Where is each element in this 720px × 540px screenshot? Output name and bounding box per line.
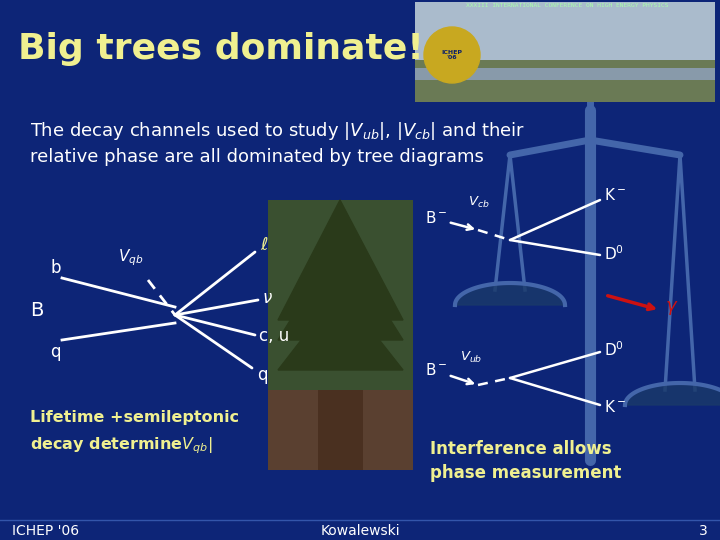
Text: XXXIII INTERNATIONAL CONFERENCE ON HIGH ENERGY PHYSICS: XXXIII INTERNATIONAL CONFERENCE ON HIGH … [466, 3, 668, 8]
FancyBboxPatch shape [268, 200, 413, 390]
Text: B: B [30, 300, 43, 320]
Polygon shape [278, 240, 403, 340]
Text: Kowalewski: Kowalewski [320, 524, 400, 538]
FancyBboxPatch shape [415, 2, 715, 102]
Text: ICHEP
'06: ICHEP '06 [441, 50, 462, 60]
Text: B$^-$: B$^-$ [425, 362, 448, 378]
Text: K$^-$: K$^-$ [604, 399, 626, 415]
Text: ICHEP '06: ICHEP '06 [12, 524, 79, 538]
Text: q: q [50, 343, 60, 361]
Text: B$^-$: B$^-$ [425, 210, 448, 226]
Text: $\gamma$: $\gamma$ [665, 299, 678, 317]
Text: 3: 3 [699, 524, 708, 538]
FancyBboxPatch shape [415, 60, 715, 102]
Polygon shape [278, 290, 403, 370]
Polygon shape [455, 283, 565, 305]
Text: Lifetime +semileptonic: Lifetime +semileptonic [30, 410, 239, 425]
FancyBboxPatch shape [268, 200, 413, 470]
Text: $\nu$: $\nu$ [262, 289, 273, 307]
Circle shape [424, 27, 480, 83]
FancyBboxPatch shape [415, 2, 715, 67]
Text: decay determine$V_{qb}|$: decay determine$V_{qb}|$ [30, 435, 212, 456]
Text: phase measurement: phase measurement [430, 464, 621, 482]
Polygon shape [278, 200, 403, 320]
Text: Interference allows: Interference allows [430, 440, 611, 458]
Text: c, u: c, u [259, 327, 289, 345]
Text: $V_{ub}$: $V_{ub}$ [460, 350, 482, 365]
Text: The decay channels used to study $|V_{ub}|$, $|V_{cb}|$ and their: The decay channels used to study $|V_{ub… [30, 120, 525, 142]
Text: relative phase are all dominated by tree diagrams: relative phase are all dominated by tree… [30, 148, 484, 166]
FancyBboxPatch shape [318, 390, 363, 470]
Text: D$^0$: D$^0$ [604, 341, 624, 359]
FancyBboxPatch shape [415, 68, 715, 80]
Text: $\ell$: $\ell$ [260, 236, 269, 254]
Text: Big trees dominate!: Big trees dominate! [18, 32, 424, 66]
Text: $V_{cb}$: $V_{cb}$ [468, 195, 490, 210]
Text: b: b [50, 259, 60, 277]
Polygon shape [625, 383, 720, 405]
Text: D$^0$: D$^0$ [604, 245, 624, 264]
Text: q: q [257, 366, 268, 384]
Text: K$^-$: K$^-$ [604, 187, 626, 203]
Text: $V_{qb}$: $V_{qb}$ [118, 247, 143, 268]
